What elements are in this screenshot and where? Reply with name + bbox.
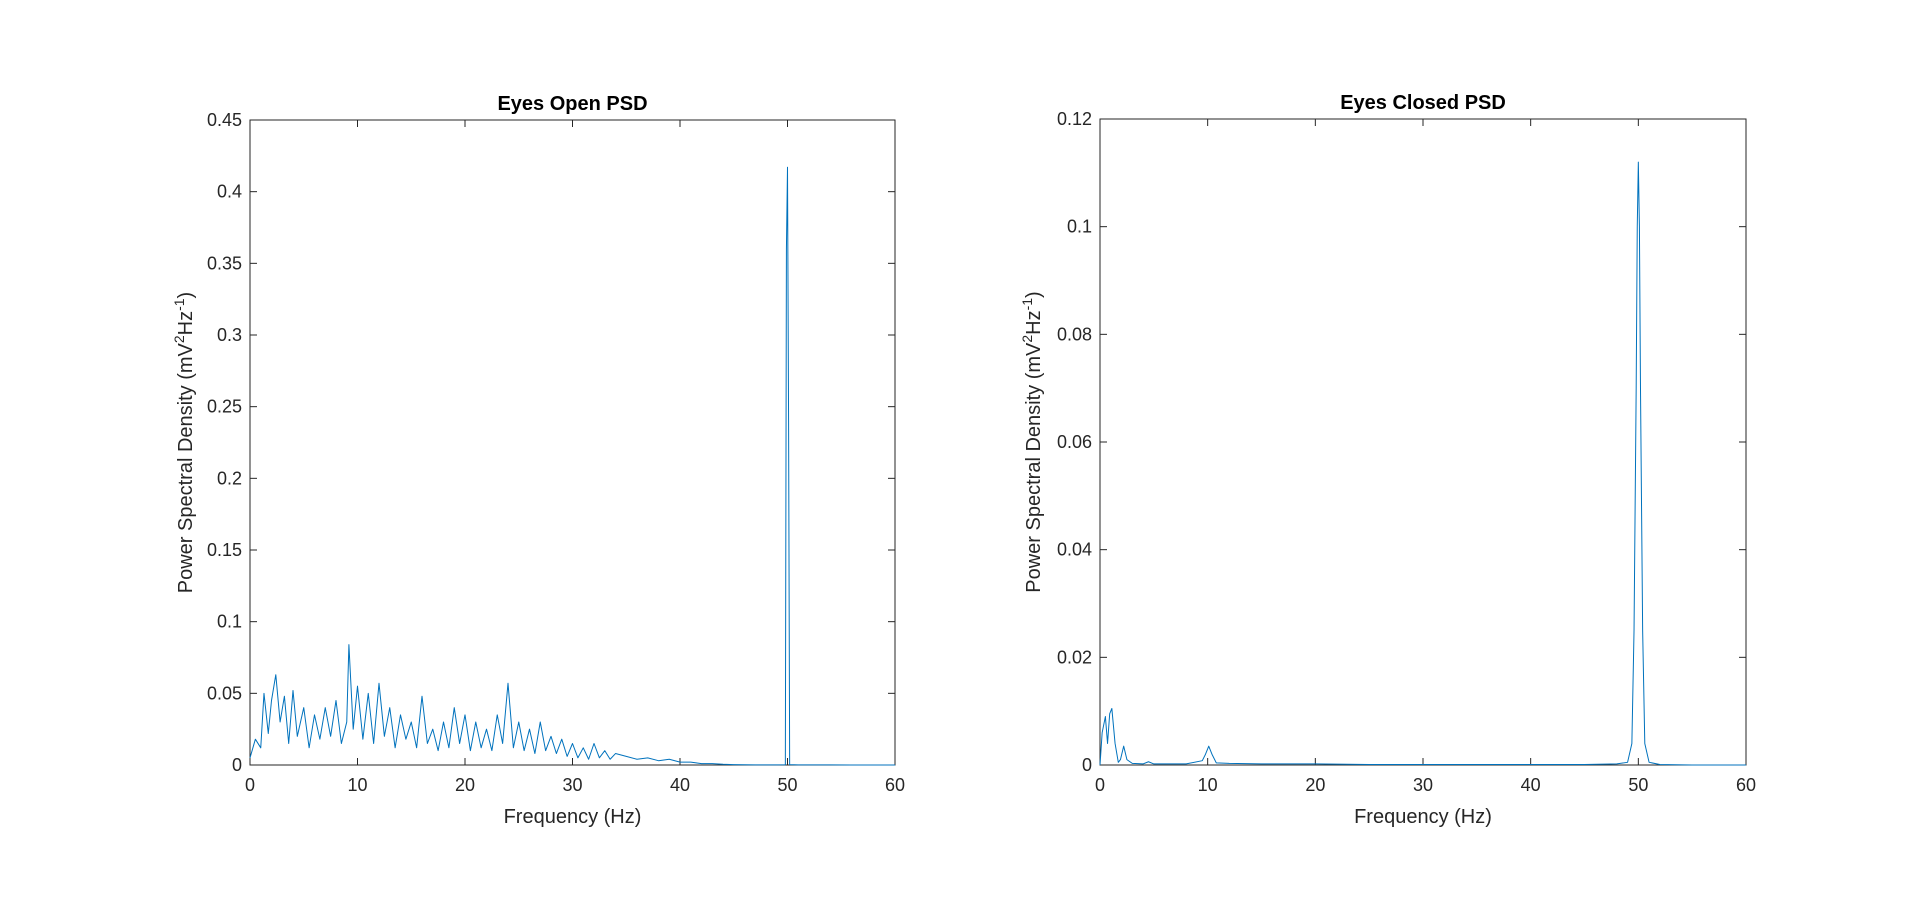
eyes-closed-x-ticks: 0 10 20 30 40 50 60 — [1095, 119, 1756, 795]
eyes-closed-x-tick-label: 50 — [1628, 775, 1648, 795]
eyes-open-y-tick-label: 0.2 — [217, 468, 242, 488]
eyes-open-y-label-sup-1: 2 — [171, 335, 187, 343]
eyes-closed-y-tick-label: 0.02 — [1057, 647, 1092, 667]
eyes-closed-psd-line — [1099, 161, 1746, 766]
eyes-closed-y-tick-label: 0.1 — [1067, 217, 1092, 237]
eyes-closed-y-tick-label: 0.08 — [1057, 324, 1092, 344]
eyes-open-x-tick-label: 30 — [562, 775, 582, 795]
eyes-open-y-label-part-3: ) — [175, 292, 197, 299]
eyes-closed-y-tick-label: 0.04 — [1057, 540, 1092, 560]
eyes-open-axes: 0 0.05 0.1 0.15 0.2 0.25 0.3 0.35 0.4 0.45 0 10 20 3… — [171, 93, 905, 828]
eyes-closed-plot-frame — [1099, 118, 1747, 766]
eyes-open-x-axis-label: Frequency (Hz) — [504, 806, 642, 828]
eyes-open-series — [249, 166, 895, 766]
eyes-open-x-tick-label: 20 — [455, 775, 475, 795]
eyes-closed-x-tick-label: 0 — [1095, 775, 1105, 795]
eyes-open-y-tick-label: 0.4 — [217, 182, 242, 202]
eyes-closed-axes: 0 0.02 0.04 0.06 0.08 0.1 0.12 0 10 20 30 40 50 60 E… — [1019, 92, 1756, 828]
eyes-open-plot-frame — [249, 119, 896, 766]
eyes-open-y-tick-label: 0.15 — [207, 540, 242, 560]
eyes-closed-y-label-part-1: Power Spectral Density (mV — [1023, 342, 1045, 593]
eyes-open-y-tick-label: 0.05 — [207, 683, 242, 703]
eyes-closed-y-label-sup-2: -1 — [1019, 298, 1035, 311]
eyes-closed-series — [1099, 161, 1746, 766]
eyes-closed-y-label-part-3: ) — [1023, 291, 1045, 298]
eyes-closed-x-axis-label: Frequency (Hz) — [1354, 806, 1492, 828]
eyes-open-y-tick-label: 0.1 — [217, 612, 242, 632]
eyes-closed-title: Eyes Closed PSD — [1340, 92, 1506, 114]
eyes-closed-x-tick-label: 40 — [1521, 775, 1541, 795]
eyes-closed-y-axis-label: Power Spectral Density (mV2Hz-1) — [1019, 291, 1045, 592]
eyes-open-x-tick-label: 10 — [347, 775, 367, 795]
eyes-open-x-ticks: 0 10 20 30 40 50 60 — [245, 120, 905, 795]
eyes-open-x-tick-label: 0 — [245, 775, 255, 795]
eyes-closed-y-label-part-2: Hz — [1023, 310, 1045, 334]
eyes-closed-x-tick-label: 30 — [1413, 775, 1433, 795]
eyes-open-y-axis-label: Power Spectral Density (mV2Hz-1) — [171, 292, 197, 593]
eyes-open-y-tick-label: 0.35 — [207, 253, 242, 273]
eyes-closed-y-ticks: 0 0.02 0.04 0.06 0.08 0.1 0.12 — [1057, 109, 1746, 775]
eyes-open-y-tick-label: 0.45 — [207, 110, 242, 130]
eyes-closed-y-tick-label: 0.12 — [1057, 109, 1092, 129]
eyes-closed-y-tick-label: 0.06 — [1057, 432, 1092, 452]
eyes-open-y-tick-label: 0.3 — [217, 325, 242, 345]
eyes-closed-x-tick-label: 10 — [1198, 775, 1218, 795]
eyes-open-x-tick-label: 60 — [885, 775, 905, 795]
eyes-open-title: Eyes Open PSD — [497, 93, 647, 115]
eyes-open-y-label-sup-2: -1 — [171, 298, 187, 311]
eyes-closed-y-tick-label: 0 — [1082, 755, 1092, 775]
eyes-open-y-label-part-2: Hz — [175, 311, 197, 335]
eyes-open-y-tick-label: 0.25 — [207, 397, 242, 417]
eyes-closed-x-tick-label: 60 — [1736, 775, 1756, 795]
eyes-open-y-tick-label: 0 — [232, 755, 242, 775]
eyes-closed-y-label-sup-1: 2 — [1019, 335, 1035, 343]
eyes-open-y-ticks: 0 0.05 0.1 0.15 0.2 0.25 0.3 0.35 0.4 0.45 — [207, 110, 895, 775]
eyes-open-x-tick-label: 50 — [777, 775, 797, 795]
eyes-open-x-tick-label: 40 — [670, 775, 690, 795]
eyes-closed-x-tick-label: 20 — [1305, 775, 1325, 795]
eyes-open-y-label-part-1: Power Spectral Density (mV — [175, 342, 197, 593]
eyes-open-psd-line — [249, 166, 895, 766]
